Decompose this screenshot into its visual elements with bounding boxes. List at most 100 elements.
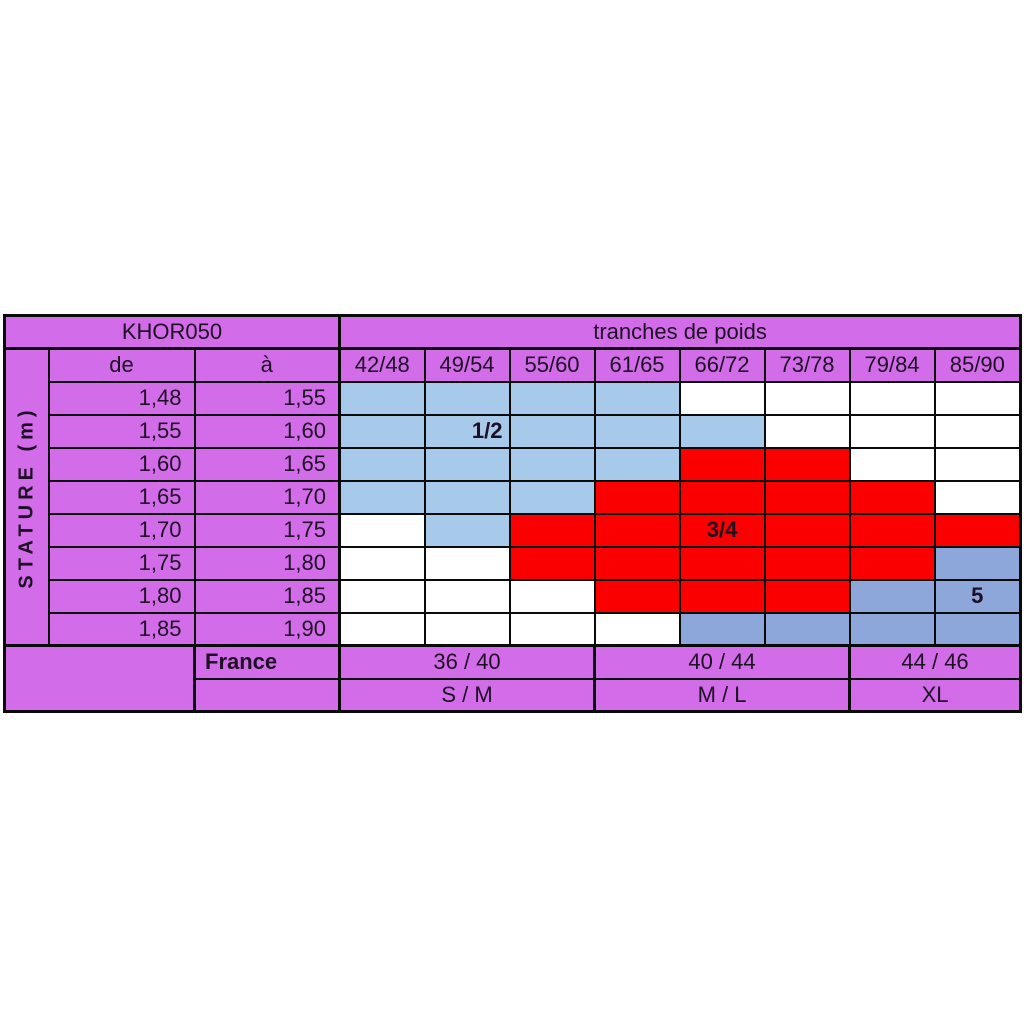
size-zone-cell [848, 578, 936, 614]
weight-col-header: 49/54 [423, 347, 511, 383]
size-zone-cell [763, 380, 851, 416]
size-zone-cell [933, 545, 1022, 581]
product-code-cell: KHOR050 [3, 314, 341, 350]
size-zone-cell [678, 611, 766, 647]
size-zone-cell [593, 512, 681, 548]
column-header-row: STATURE (m) de à 42/48 49/54 55/60 61/65… [3, 347, 1022, 647]
height-to-cell: 1,60 [193, 413, 341, 449]
intl-empty-cell [192, 677, 341, 713]
size-zone-cell [593, 446, 681, 482]
size-zone-cell [423, 479, 511, 515]
height-from-cell: 1,60 [47, 446, 196, 482]
size-zone-cell [338, 611, 426, 647]
size-zone-cell [848, 446, 936, 482]
size-zone-cell [593, 578, 681, 614]
size-zone-cell [338, 446, 426, 482]
size-chart-table: KHOR050 tranches de poids STATURE (m) de… [3, 314, 1023, 713]
size-zone-cell [678, 545, 766, 581]
size-zone-cell [508, 512, 596, 548]
bottom-left-empty-cell [3, 644, 196, 713]
weight-col-header: 85/90 [933, 347, 1022, 383]
size-zone-cell [763, 611, 851, 647]
size-zone-cell [338, 479, 426, 515]
table-header-row: KHOR050 tranches de poids [3, 314, 1022, 350]
size-zone-cell [423, 512, 511, 548]
height-to-cell: 1,70 [193, 479, 341, 515]
intl-size-row: S / M M / L XL [5, 677, 1022, 713]
size-zone-cell [423, 611, 511, 647]
size-zone-cell [933, 413, 1022, 449]
size-zone-cell [848, 413, 936, 449]
height-row: 1,80 1,85 5 [5, 578, 1022, 614]
size-zone-cell [848, 380, 936, 416]
size-zone-cell [933, 479, 1022, 515]
weight-col-header: 61/65 [593, 347, 681, 383]
size-zone-cell: 5 [933, 578, 1022, 614]
height-to-cell: 1,80 [193, 545, 341, 581]
height-row: 1,48 1,55 [5, 380, 1022, 416]
weight-col-header: 42/48 [338, 347, 426, 383]
height-from-cell: 1,80 [47, 578, 196, 614]
size-zone-cell [508, 413, 596, 449]
size-zone-cell [508, 545, 596, 581]
size-zone-cell [508, 611, 596, 647]
weight-col-header: 79/84 [848, 347, 936, 383]
size-zone-cell [763, 413, 851, 449]
intl-size-span: S / M [338, 677, 596, 713]
france-size-row: France 36 / 40 40 / 44 44 / 46 [3, 644, 1022, 713]
size-zone-cell [763, 578, 851, 614]
france-size-span: 40 / 44 [593, 644, 851, 680]
size-zone-cell: 1/2 [423, 413, 511, 449]
size-zone-cell [338, 545, 426, 581]
france-size-span: 36 / 40 [338, 644, 596, 680]
height-to-cell: 1,85 [193, 578, 341, 614]
size-zone-cell [508, 446, 596, 482]
height-row: 1,85 1,90 [5, 611, 1022, 647]
height-from-cell: 1,70 [47, 512, 196, 548]
size-zone-cell [848, 479, 936, 515]
height-from-cell: 1,55 [47, 413, 196, 449]
height-from-cell: 1,48 [47, 380, 196, 416]
height-from-cell: 1,85 [47, 611, 196, 647]
size-zone-cell [678, 479, 766, 515]
size-zone-cell [508, 380, 596, 416]
size-zone-cell [763, 545, 851, 581]
weight-col-header: 73/78 [763, 347, 851, 383]
height-row: 1,55 1,60 1/2 [5, 413, 1022, 449]
size-zone-cell [848, 512, 936, 548]
size-zone-cell [933, 446, 1022, 482]
size-zone-cell [848, 545, 936, 581]
height-to-cell: 1,65 [193, 446, 341, 482]
col-header-to: à [193, 347, 341, 383]
size-zone-cell [593, 413, 681, 449]
size-zone-cell [763, 512, 851, 548]
height-row: 1,75 1,80 [5, 545, 1022, 581]
height-row: 1,70 1,75 3/4 [5, 512, 1022, 548]
size-zone-cell [763, 446, 851, 482]
weight-col-header: 66/72 [678, 347, 766, 383]
height-from-cell: 1,75 [47, 545, 196, 581]
size-zone-cell [933, 611, 1022, 647]
intl-size-span: XL [848, 677, 1022, 713]
height-row: 1,65 1,70 [5, 479, 1022, 515]
size-zone-cell [933, 380, 1022, 416]
size-zone-cell [423, 380, 511, 416]
size-zone-cell [508, 578, 596, 614]
size-zone-cell [338, 578, 426, 614]
size-zone-cell [933, 512, 1022, 548]
size-zone-cell [593, 479, 681, 515]
size-zone-cell [593, 545, 681, 581]
intl-size-span: M / L [593, 677, 851, 713]
size-zone-cell [423, 578, 511, 614]
size-zone-cell [338, 380, 426, 416]
size-zone-cell [593, 611, 681, 647]
stature-axis-label: STATURE (m) [15, 405, 38, 589]
size-zone-cell [678, 380, 766, 416]
weight-ranges-header-cell: tranches de poids [338, 314, 1022, 350]
size-zone-cell [338, 413, 426, 449]
size-zone-cell [508, 479, 596, 515]
size-zone-cell [593, 380, 681, 416]
height-to-cell: 1,55 [193, 380, 341, 416]
size-zone-cell [338, 512, 426, 548]
size-zone-cell [678, 446, 766, 482]
